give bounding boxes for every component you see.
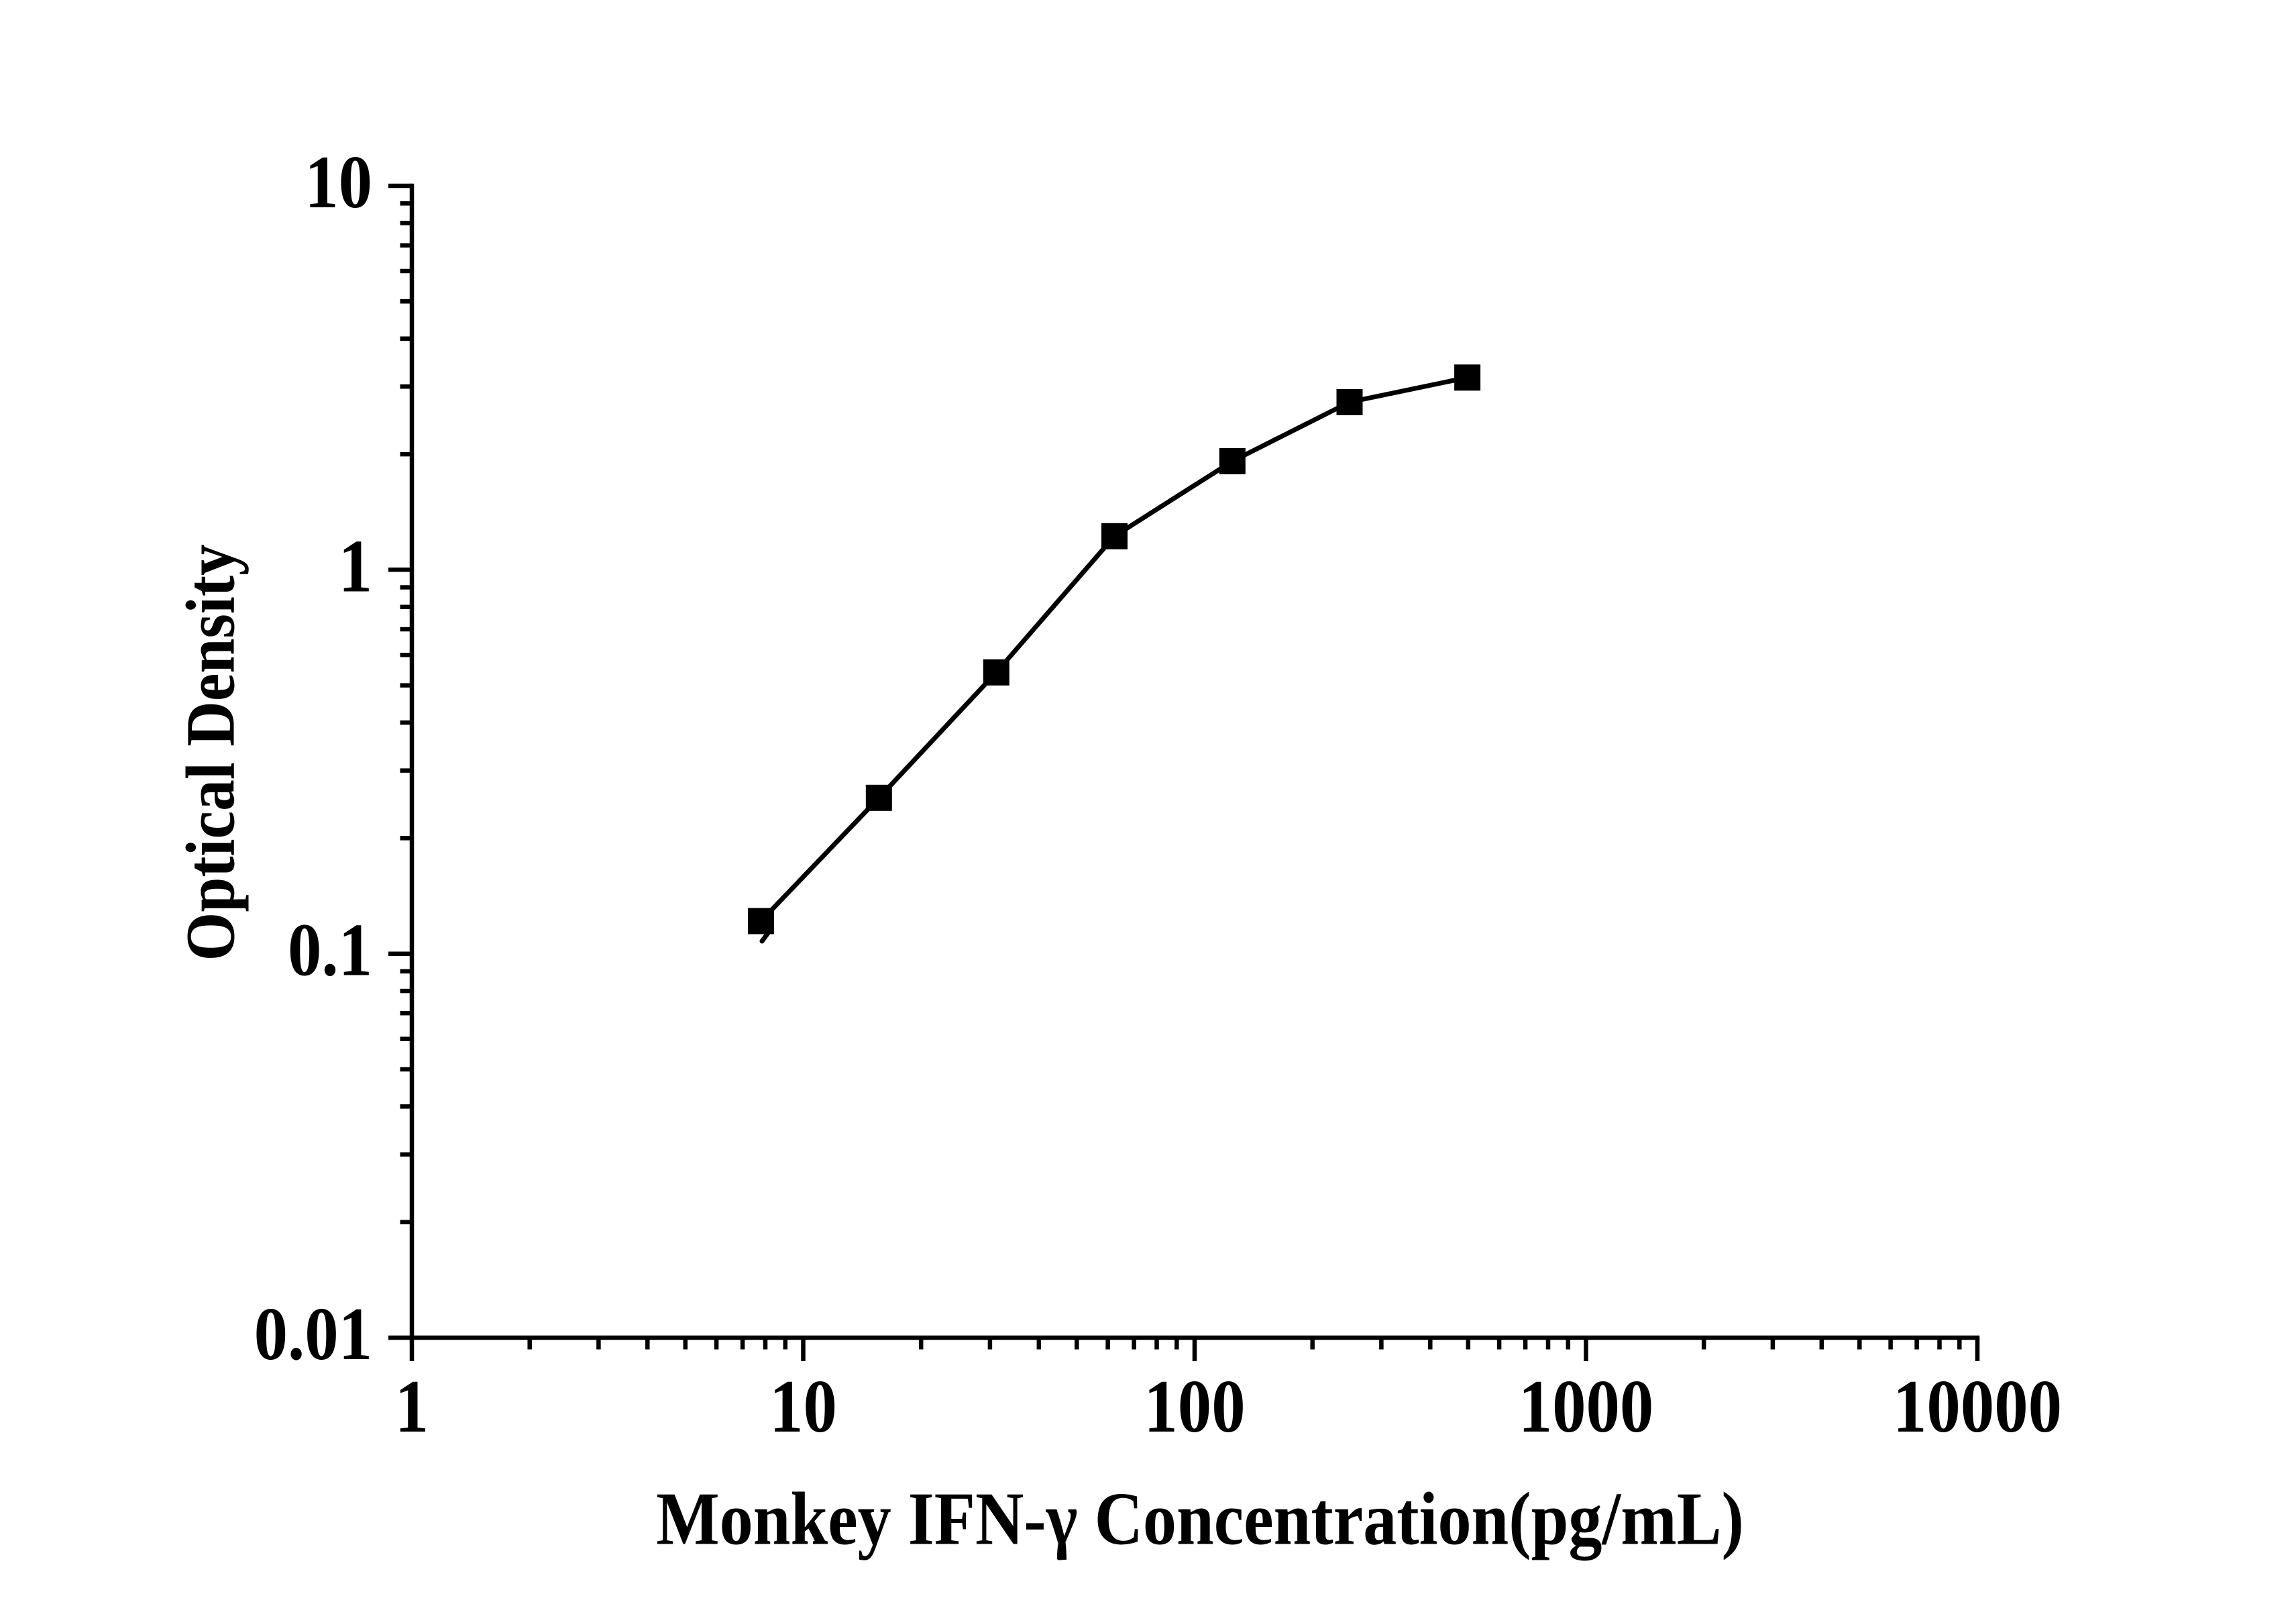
svg-text:1: 1	[395, 1365, 429, 1448]
svg-text:1: 1	[339, 525, 372, 608]
svg-text:10: 10	[769, 1365, 837, 1448]
svg-text:10000: 10000	[1893, 1365, 2062, 1448]
svg-text:0.1: 0.1	[288, 909, 372, 992]
svg-text:10: 10	[305, 141, 372, 224]
svg-text:100: 100	[1144, 1365, 1245, 1448]
svg-text:0.01: 0.01	[254, 1293, 372, 1376]
svg-text:Optical Density: Optical Density	[172, 544, 250, 961]
svg-text:1000: 1000	[1519, 1365, 1654, 1448]
svg-text:Monkey IFN-γ Concentration(pg/: Monkey IFN-γ Concentration(pg/mL)	[656, 1477, 1744, 1560]
